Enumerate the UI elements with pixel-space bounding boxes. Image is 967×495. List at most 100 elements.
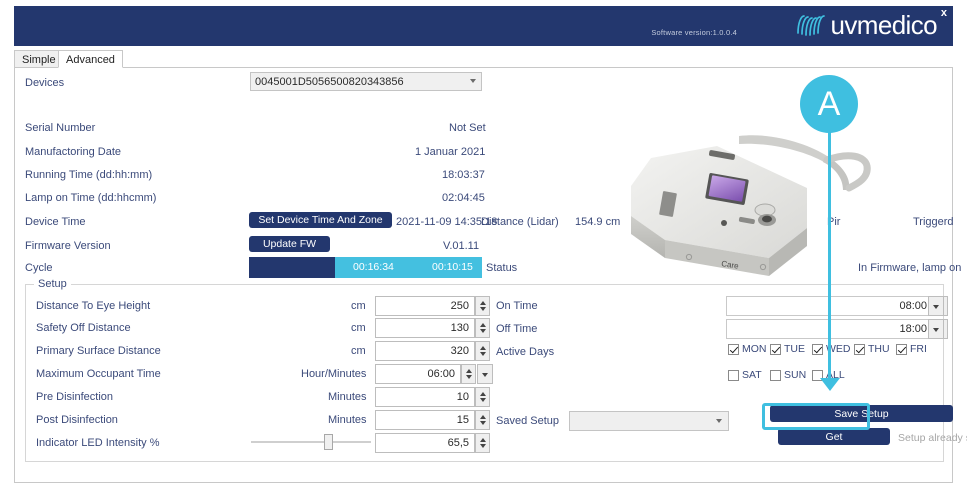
update-fw-button[interactable]: Update FW [249,236,330,252]
on-time-label: On Time [496,300,538,312]
cycle-progress-fill [249,257,336,278]
active-day-thu[interactable]: THU [854,343,890,355]
active-day-sat-label: SAT [742,369,762,381]
cycle-remaining-value: 00:10:15 [432,261,473,273]
safety-off-distance-input[interactable]: 130 [375,318,475,338]
active-day-tue-label: TUE [784,343,805,355]
checkbox-icon [728,343,739,355]
active-day-tue[interactable]: TUE [770,343,805,355]
brand-name: uvmedico [830,10,938,40]
checkbox-icon [812,369,823,381]
on-time-dropdown[interactable] [928,296,944,316]
devices-label: Devices [25,77,65,89]
distance-to-eye-height-stepper[interactable] [475,296,490,316]
lamp-on-time-label: Lamp on Time (dd:hhcmm) [25,192,157,204]
serial-number-value: Not Set [449,122,486,134]
firmware-version-label: Firmware Version [25,240,111,252]
checkbox-icon [770,343,781,355]
post-disinfection-input[interactable]: 15 [375,410,475,430]
post-disinfection-label: Post Disinfection [36,414,118,426]
active-day-sun[interactable]: SUN [770,369,806,381]
serial-number-label: Serial Number [25,122,96,134]
active-day-wed-label: WED [826,343,851,355]
indicator-led-intensity-stepper[interactable] [475,433,490,453]
active-day-wed[interactable]: WED [812,343,851,355]
post-disinfection-unit: Minutes [328,414,367,426]
wave-logo-icon [796,15,825,36]
setup-status-note: Setup already set [898,432,967,444]
devices-select[interactable]: 0045001D5056500820343856 [250,72,482,91]
active-day-sun-label: SUN [784,369,807,381]
maximum-occupant-time-value: 06:00 [427,368,455,380]
status-value: In Firmware, lamp on [858,262,962,274]
distance-to-eye-height-label: Distance To Eye Height [36,300,151,312]
annotation-arrow-head [820,378,840,391]
checkbox-icon [854,343,865,355]
checkbox-icon [770,369,781,381]
save-setup-button[interactable]: Save Setup [770,405,953,422]
setup-groupbox: Setup Distance To Eye Height cm 250 Safe… [25,278,967,462]
checkbox-icon [896,343,907,355]
maximum-occupant-time-label: Maximum Occupant Time [36,368,161,380]
primary-surface-distance-input[interactable]: 320 [375,341,475,361]
maximum-occupant-time-input[interactable]: 06:00 [375,364,461,384]
safety-off-distance-label: Safety Off Distance [36,322,131,334]
get-button[interactable]: Get [778,428,890,445]
manufactoring-date-value: 1 Januar 2021 [415,146,486,158]
active-day-fri-label: FRI [910,343,927,355]
pre-disinfection-input[interactable]: 10 [375,387,475,407]
pre-disinfection-label: Pre Disinfection [36,391,114,403]
primary-surface-distance-stepper[interactable] [475,341,490,361]
pir-value: Triggerd [913,216,954,228]
chevron-down-icon [470,79,476,83]
on-time-value: 08:00 [899,300,927,312]
tab-advanced[interactable]: Advanced [58,50,123,68]
post-disinfection-stepper[interactable] [475,410,490,430]
chevron-down-icon [716,419,722,423]
checkbox-icon [728,369,739,381]
indicator-led-intensity-label: Indicator LED Intensity % [36,437,160,449]
active-day-sat[interactable]: SAT [728,369,762,381]
distance-to-eye-height-unit: cm [351,300,366,312]
lamp-on-time-value: 02:04:45 [442,192,485,204]
cycle-label: Cycle [25,262,53,274]
maximum-occupant-time-dropdown[interactable] [477,364,493,384]
devices-selected-value: 0045001D5056500820343856 [255,76,404,88]
slider-track [251,441,371,443]
running-time-label: Running Time (dd:hh:mm) [25,169,153,181]
primary-surface-distance-value: 320 [450,345,469,357]
active-day-thu-label: THU [868,343,890,355]
manufactoring-date-label: Manufactoring Date [25,146,121,158]
pre-disinfection-stepper[interactable] [475,387,490,407]
set-device-time-and-zone-button[interactable]: Set Device Time And Zone [249,212,392,228]
cycle-progress-bar: 00:16:34 00:10:15 [249,257,482,278]
active-day-fri[interactable]: FRI [896,343,927,355]
saved-setup-label: Saved Setup [496,415,559,427]
maximum-occupant-time-unit: Hour/Minutes [301,368,367,380]
indicator-led-intensity-slider[interactable] [251,433,371,451]
tab-simple[interactable]: Simple [14,50,64,68]
status-label: Status [486,262,518,274]
annotation-arrow-line [828,128,831,383]
off-time-dropdown[interactable] [928,319,944,339]
slider-thumb[interactable] [323,434,333,450]
primary-surface-distance-unit: cm [351,345,366,357]
safety-off-distance-stepper[interactable] [475,318,490,338]
safety-off-distance-unit: cm [351,322,366,334]
indicator-led-intensity-input[interactable]: 65,5 [375,433,475,453]
close-icon[interactable]: x [940,7,947,19]
saved-setup-select[interactable] [569,411,729,431]
svg-text:Care: Care [721,259,740,271]
off-time-label: Off Time [496,323,538,335]
active-days-label: Active Days [496,346,555,358]
active-day-mon[interactable]: MON [728,343,767,355]
checkbox-icon [812,343,823,355]
software-version-label: Software version:1.0.0.4 [651,28,737,37]
annotation-marker-a: A [800,75,858,133]
device-time-label: Device Time [25,216,86,228]
maximum-occupant-time-stepper[interactable] [461,364,476,384]
pre-disinfection-unit: Minutes [328,391,367,403]
distance-to-eye-height-input[interactable]: 250 [375,296,475,316]
primary-surface-distance-label: Primary Surface Distance [36,345,161,357]
advanced-tab-panel: Devices 0045001D5056500820343856 [14,68,967,483]
